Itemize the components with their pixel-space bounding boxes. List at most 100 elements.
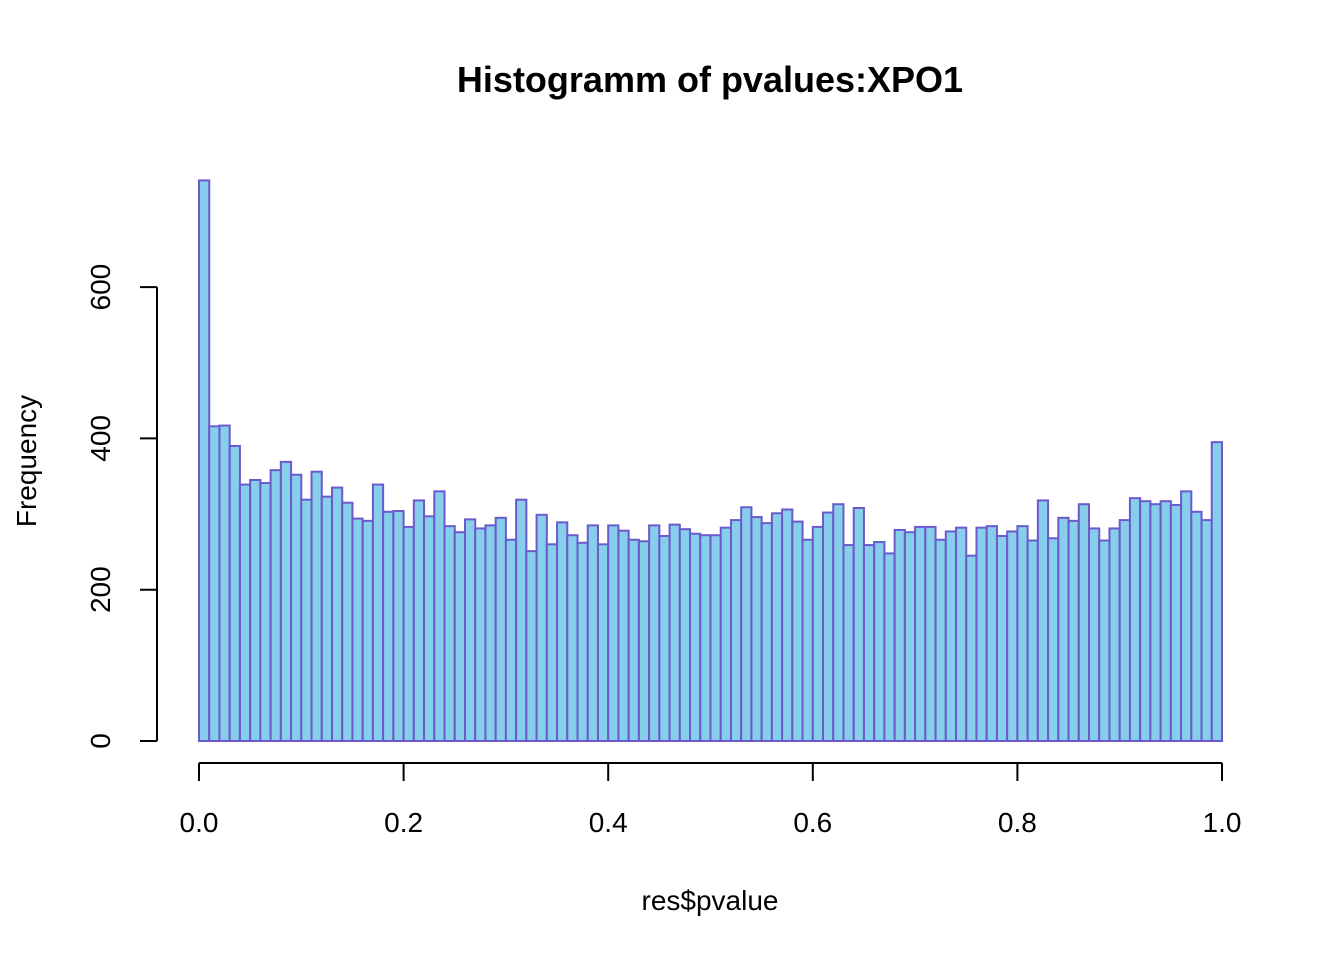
- histogram-bar: [494, 516, 507, 743]
- histogram-bar: [371, 483, 385, 742]
- y-axis-label: Frequency: [11, 395, 42, 527]
- histogram-bar: [290, 473, 303, 742]
- histogram-bar: [1200, 519, 1213, 742]
- histogram-bar: [361, 519, 374, 743]
- histogram-bar: [474, 527, 487, 743]
- histogram-bar: [791, 520, 804, 742]
- histogram-bar: [822, 511, 835, 742]
- histogram-bar: [1067, 519, 1080, 743]
- histogram-bar: [709, 534, 722, 742]
- histogram-bar: [934, 538, 947, 742]
- histogram-bar: [678, 528, 692, 742]
- y-tick-label: 200: [85, 566, 116, 613]
- y-axis: 0 200 400 600: [85, 264, 158, 749]
- histogram-bar: [862, 544, 876, 743]
- histogram-bar: [1057, 516, 1070, 743]
- histogram-bar: [300, 498, 313, 743]
- histogram-bar: [238, 483, 252, 742]
- histogram-bar: [198, 179, 211, 743]
- histogram-bar: [760, 522, 773, 742]
- histogram-bar: [453, 531, 466, 742]
- x-axis: 0.0 0.2 0.4 0.6 0.8 1.0: [180, 762, 1242, 838]
- histogram-bar: [699, 534, 712, 742]
- histogram-bar: [351, 517, 364, 742]
- histogram-bar: [965, 554, 978, 742]
- y-tick-label: 400: [85, 415, 116, 462]
- x-tick-label: 0.0: [180, 807, 219, 838]
- histogram-bar: [801, 538, 814, 742]
- histogram-bar: [310, 470, 323, 742]
- histogram-bar: [586, 524, 599, 743]
- histogram-bar: [1088, 527, 1101, 743]
- histogram-bar: [903, 531, 917, 742]
- histogram-bar: [770, 512, 784, 743]
- histogram-bar: [811, 525, 825, 743]
- histogram-bar: [382, 510, 395, 742]
- histogram-bar: [556, 521, 569, 743]
- x-tick-label: 0.4: [589, 807, 628, 838]
- histogram-bar: [423, 515, 436, 743]
- histogram-bar: [842, 544, 855, 743]
- histogram-bar: [320, 495, 333, 743]
- histogram-bar: [852, 506, 865, 742]
- histogram-bar: [392, 510, 405, 742]
- x-tick-label: 1.0: [1203, 807, 1242, 838]
- histogram-bar: [1026, 539, 1039, 743]
- histogram-bar: [1190, 510, 1203, 742]
- histogram-bar: [259, 482, 272, 742]
- histogram-bar: [689, 532, 702, 742]
- histogram-bar: [1210, 441, 1224, 742]
- histogram-bar: [535, 513, 548, 743]
- histogram-bars: [198, 179, 1224, 743]
- histogram-bar: [1077, 503, 1091, 743]
- histogram-bar: [944, 530, 958, 743]
- histogram-bar: [924, 525, 937, 743]
- histogram-bar: [832, 503, 845, 743]
- histogram-bar: [515, 498, 528, 743]
- histogram-bar: [617, 529, 630, 742]
- histogram-bar: [545, 543, 559, 742]
- histogram-bar: [330, 486, 344, 743]
- histogram-bar: [1139, 500, 1152, 743]
- histogram-bar: [1128, 497, 1142, 743]
- histogram-bar: [627, 538, 640, 742]
- y-tick-label: 0: [85, 733, 116, 749]
- histogram-bar: [1047, 537, 1060, 742]
- histogram-bar: [566, 534, 579, 742]
- histogram-bar: [218, 424, 231, 742]
- chart-title: Histogramm of pvalues:XPO1: [457, 59, 963, 100]
- histogram-bar: [1180, 490, 1193, 743]
- histogram-bar: [995, 534, 1009, 743]
- histogram-bar: [750, 516, 763, 742]
- histogram-bar: [975, 526, 988, 742]
- histogram-bar: [1169, 503, 1183, 742]
- histogram-bar: [955, 526, 968, 742]
- histogram-bar: [208, 425, 221, 742]
- histogram-bar: [279, 460, 293, 742]
- histogram-bar: [719, 526, 732, 742]
- histogram-bar: [402, 525, 415, 743]
- histogram-bar: [484, 524, 497, 743]
- histogram-bar: [504, 538, 518, 742]
- histogram-bar: [269, 469, 282, 742]
- x-tick-label: 0.2: [384, 807, 423, 838]
- histogram-bar: [883, 552, 896, 742]
- histogram-bar: [249, 479, 262, 742]
- histogram-bar: [433, 490, 446, 743]
- histogram-bar: [576, 541, 589, 742]
- histogram-bar: [1006, 530, 1019, 743]
- histogram-bar: [1098, 539, 1111, 743]
- histogram-bar: [1108, 527, 1121, 743]
- histogram-bar: [412, 499, 426, 743]
- histogram-bar: [873, 541, 886, 743]
- y-tick-label: 600: [85, 264, 116, 311]
- histogram-bar: [985, 525, 998, 742]
- histogram-bar: [1016, 525, 1029, 742]
- histogram-bar: [463, 518, 477, 743]
- histogram-bar: [893, 528, 906, 743]
- x-tick-label: 0.8: [998, 807, 1037, 838]
- histogram-bar: [914, 525, 927, 743]
- histogram-bar: [228, 444, 241, 742]
- histogram-bar: [596, 543, 610, 742]
